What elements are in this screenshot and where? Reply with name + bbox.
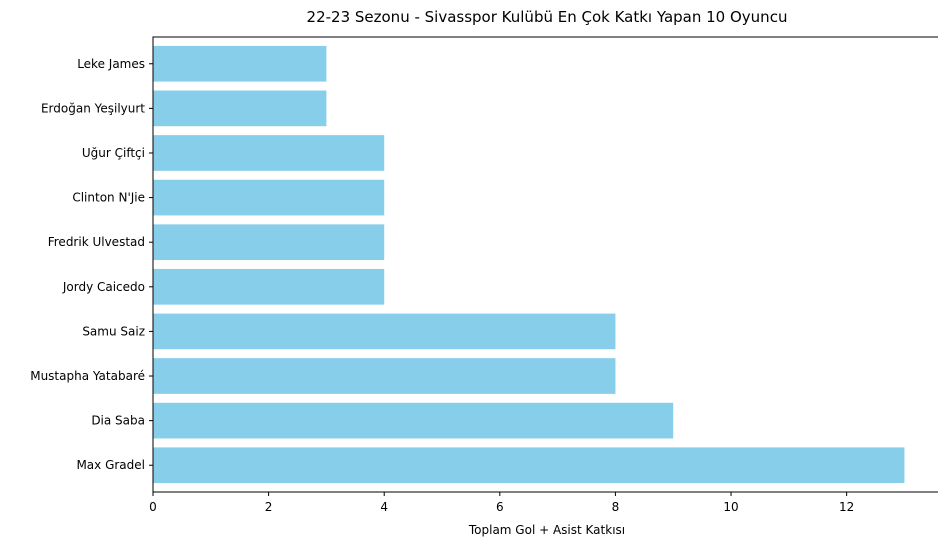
y-tick-label: Leke James xyxy=(77,57,145,71)
x-tick-label: 4 xyxy=(380,500,388,514)
bar xyxy=(153,358,616,394)
x-tick-label: 8 xyxy=(612,500,620,514)
bar xyxy=(153,179,385,216)
y-axis-ticks: Max Gradel Dia Saba Mustapha Yatabaré Samu … xyxy=(30,57,153,472)
bar xyxy=(153,268,385,305)
y-tick-label: Erdoğan Yeşilyurt xyxy=(41,101,145,115)
y-tick-label: Mustapha Yatabaré xyxy=(30,369,145,383)
y-tick-label: Uğur Çiftçi xyxy=(82,146,145,160)
y-tick-label: Clinton N'Jie xyxy=(72,191,145,205)
y-tick-label: Samu Saiz xyxy=(82,324,145,338)
bars-group xyxy=(153,45,905,484)
x-tick-label: 10 xyxy=(723,500,738,514)
x-tick-label: 12 xyxy=(839,500,854,514)
bar xyxy=(153,224,385,261)
bar xyxy=(153,447,905,484)
bar xyxy=(153,135,385,171)
x-axis-label: Toplam Gol + Asist Katkısı xyxy=(468,523,625,537)
chart-title: 22-23 Sezonu - Sivasspor Kulübü En Çok K… xyxy=(307,8,788,26)
y-tick-label: Max Gradel xyxy=(76,458,145,472)
y-tick-label: Fredrik Ulvestad xyxy=(48,235,145,249)
y-tick-label: Jordy Caicedo xyxy=(62,280,145,294)
x-tick-label: 6 xyxy=(496,500,504,514)
plot-frame xyxy=(152,36,938,493)
bar xyxy=(153,402,674,439)
x-axis-ticks: 0 2 4 6 8 10 12 xyxy=(149,492,854,514)
bar xyxy=(153,313,616,350)
bar xyxy=(153,90,327,127)
x-tick-label: 2 xyxy=(265,500,273,514)
y-tick-label: Dia Saba xyxy=(91,414,145,428)
bar xyxy=(153,45,327,82)
x-tick-label: 0 xyxy=(149,500,157,514)
